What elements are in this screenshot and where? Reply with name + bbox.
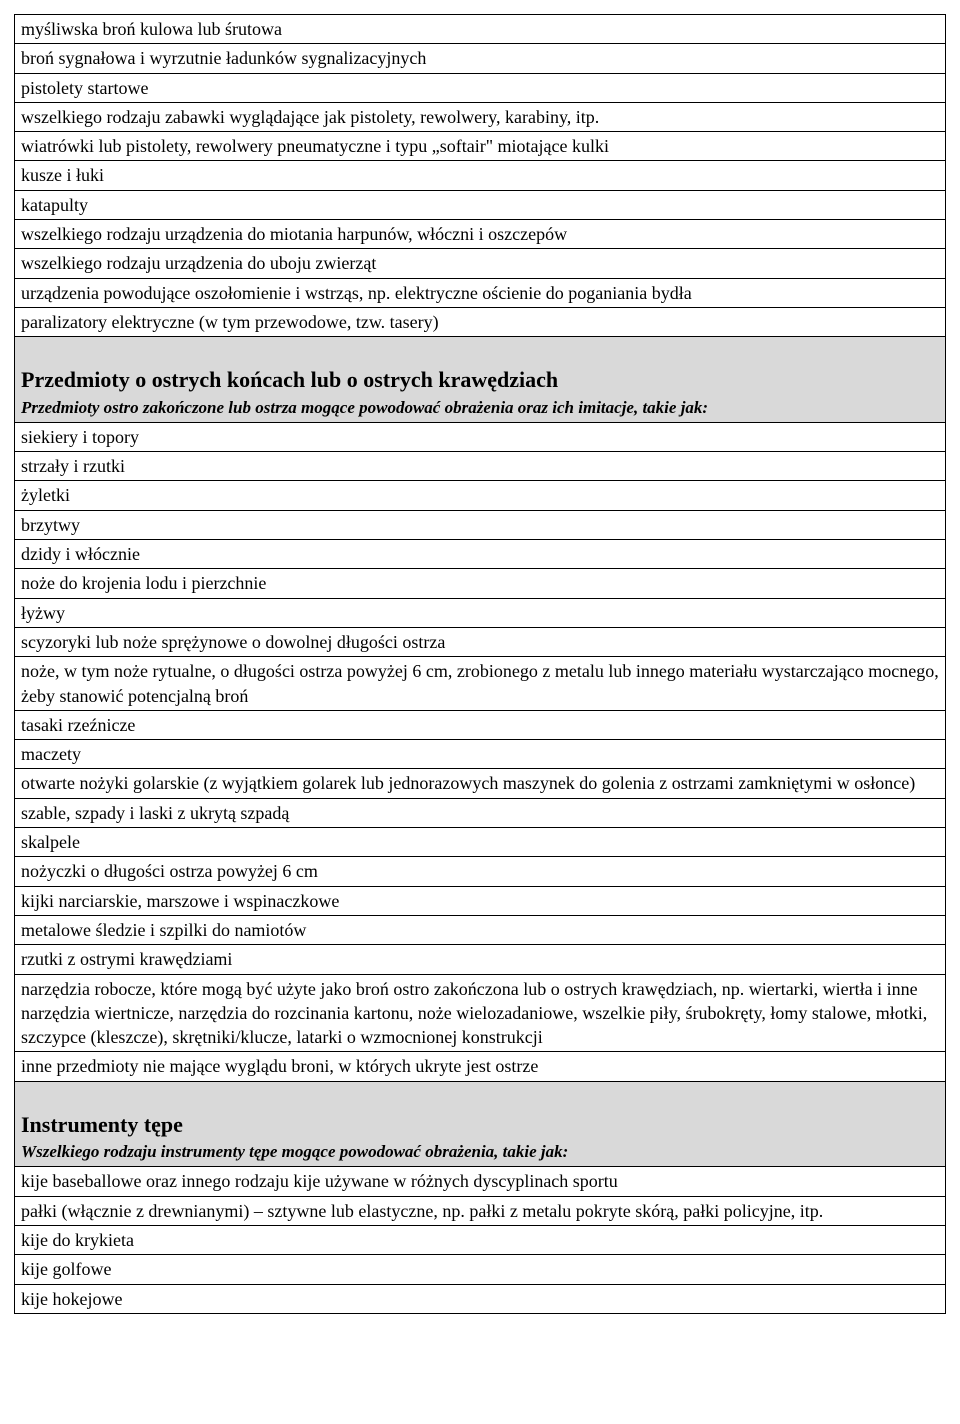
- table-row: otwarte nożyki golarskie (z wyjątkiem go…: [15, 769, 946, 798]
- table-cell: wiatrówki lub pistolety, rewolwery pneum…: [15, 132, 946, 161]
- table-cell: nożyczki o długości ostrza powyżej 6 cm: [15, 857, 946, 886]
- table-row: noże do krojenia lodu i pierzchnie: [15, 569, 946, 598]
- table-row: tasaki rzeźnicze: [15, 710, 946, 739]
- table-row: dzidy i włócznie: [15, 540, 946, 569]
- table-row: maczety: [15, 740, 946, 769]
- table-row: inne przedmioty nie mające wyglądu broni…: [15, 1052, 946, 1081]
- table-cell: łyżwy: [15, 598, 946, 627]
- table-cell: otwarte nożyki golarskie (z wyjątkiem go…: [15, 769, 946, 798]
- table-row: nożyczki o długości ostrza powyżej 6 cm: [15, 857, 946, 886]
- table-row: wszelkiego rodzaju urządzenia do miotani…: [15, 220, 946, 249]
- table-row: metalowe śledzie i szpilki do namiotów: [15, 915, 946, 944]
- section-subtitle: Wszelkiego rodzaju instrumenty tępe mogą…: [21, 1141, 939, 1164]
- table-cell: wszelkiego rodzaju zabawki wyglądające j…: [15, 102, 946, 131]
- table-row: narzędzia robocze, które mogą być użyte …: [15, 974, 946, 1052]
- table-row: noże, w tym noże rytualne, o długości os…: [15, 657, 946, 711]
- table-row: strzały i rzutki: [15, 452, 946, 481]
- table-cell: metalowe śledzie i szpilki do namiotów: [15, 915, 946, 944]
- table-row: kije baseballowe oraz innego rodzaju kij…: [15, 1167, 946, 1196]
- table-cell: kije hokejowe: [15, 1284, 946, 1313]
- table-cell: wszelkiego rodzaju urządzenia do miotani…: [15, 220, 946, 249]
- table-row: broń sygnałowa i wyrzutnie ładunków sygn…: [15, 44, 946, 73]
- table-cell: siekiery i topory: [15, 422, 946, 451]
- section-title: Przedmioty o ostrych końcach lub o ostry…: [21, 365, 939, 395]
- table-row: szable, szpady i laski z ukrytą szpadą: [15, 798, 946, 827]
- table-row: skalpele: [15, 828, 946, 857]
- table-row: brzytwy: [15, 510, 946, 539]
- table-row: wszelkiego rodzaju urządzenia do uboju z…: [15, 249, 946, 278]
- table-row: paralizatory elektryczne (w tym przewodo…: [15, 307, 946, 336]
- table-row: kije golfowe: [15, 1255, 946, 1284]
- prohibited-items-table: myśliwska broń kulowa lub śrutowa broń s…: [14, 14, 946, 1314]
- table-row: myśliwska broń kulowa lub śrutowa: [15, 15, 946, 44]
- table-cell: skalpele: [15, 828, 946, 857]
- table-cell: dzidy i włócznie: [15, 540, 946, 569]
- table-cell: żyletki: [15, 481, 946, 510]
- section-title: Instrumenty tępe: [21, 1110, 939, 1140]
- table-cell: katapulty: [15, 190, 946, 219]
- table-row: pałki (włącznie z drewnianymi) – sztywne…: [15, 1196, 946, 1225]
- table-cell: kusze i łuki: [15, 161, 946, 190]
- table-row: pistolety startowe: [15, 73, 946, 102]
- table-row: wiatrówki lub pistolety, rewolwery pneum…: [15, 132, 946, 161]
- table-cell: scyzoryki lub noże sprężynowe o dowolnej…: [15, 627, 946, 656]
- table-row: żyletki: [15, 481, 946, 510]
- table-row: kije do krykieta: [15, 1225, 946, 1254]
- section-header-cell: Przedmioty o ostrych końcach lub o ostry…: [15, 337, 946, 423]
- table-cell: kije golfowe: [15, 1255, 946, 1284]
- table-row: kije hokejowe: [15, 1284, 946, 1313]
- table-cell: broń sygnałowa i wyrzutnie ładunków sygn…: [15, 44, 946, 73]
- table-cell: tasaki rzeźnicze: [15, 710, 946, 739]
- table-cell: rzutki z ostrymi krawędziami: [15, 945, 946, 974]
- table-row: kusze i łuki: [15, 161, 946, 190]
- table-cell: maczety: [15, 740, 946, 769]
- table-cell: inne przedmioty nie mające wyglądu broni…: [15, 1052, 946, 1081]
- table-cell: noże do krojenia lodu i pierzchnie: [15, 569, 946, 598]
- table-row: katapulty: [15, 190, 946, 219]
- section-header-row: Instrumenty tępe Wszelkiego rodzaju inst…: [15, 1081, 946, 1167]
- table-row: urządzenia powodujące oszołomienie i wst…: [15, 278, 946, 307]
- table-cell: szable, szpady i laski z ukrytą szpadą: [15, 798, 946, 827]
- table-cell: kije do krykieta: [15, 1225, 946, 1254]
- table-cell: noże, w tym noże rytualne, o długości os…: [15, 657, 946, 711]
- table-row: wszelkiego rodzaju zabawki wyglądające j…: [15, 102, 946, 131]
- table-cell: pałki (włącznie z drewnianymi) – sztywne…: [15, 1196, 946, 1225]
- table-row: łyżwy: [15, 598, 946, 627]
- table-cell: myśliwska broń kulowa lub śrutowa: [15, 15, 946, 44]
- table-row: rzutki z ostrymi krawędziami: [15, 945, 946, 974]
- table-cell: brzytwy: [15, 510, 946, 539]
- table-cell: narzędzia robocze, które mogą być użyte …: [15, 974, 946, 1052]
- table-row: scyzoryki lub noże sprężynowe o dowolnej…: [15, 627, 946, 656]
- table-row: kijki narciarskie, marszowe i wspinaczko…: [15, 886, 946, 915]
- table-cell: kijki narciarskie, marszowe i wspinaczko…: [15, 886, 946, 915]
- section-header-row: Przedmioty o ostrych końcach lub o ostry…: [15, 337, 946, 423]
- table-cell: wszelkiego rodzaju urządzenia do uboju z…: [15, 249, 946, 278]
- table-cell: urządzenia powodujące oszołomienie i wst…: [15, 278, 946, 307]
- table-cell: pistolety startowe: [15, 73, 946, 102]
- table-cell: kije baseballowe oraz innego rodzaju kij…: [15, 1167, 946, 1196]
- table-cell: paralizatory elektryczne (w tym przewodo…: [15, 307, 946, 336]
- table-cell: strzały i rzutki: [15, 452, 946, 481]
- section-subtitle: Przedmioty ostro zakończone lub ostrza m…: [21, 397, 939, 420]
- section-header-cell: Instrumenty tępe Wszelkiego rodzaju inst…: [15, 1081, 946, 1167]
- table-row: siekiery i topory: [15, 422, 946, 451]
